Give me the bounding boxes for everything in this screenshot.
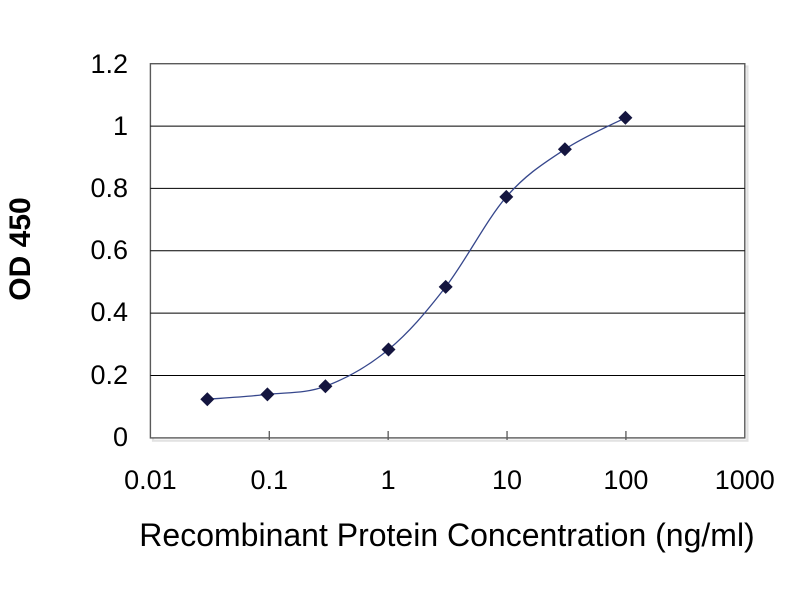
svg-text:1: 1	[113, 111, 128, 141]
svg-text:0.6: 0.6	[90, 235, 128, 265]
svg-text:1000: 1000	[715, 465, 775, 495]
svg-text:0.2: 0.2	[90, 360, 128, 390]
svg-text:OD 450: OD 450	[4, 197, 37, 300]
svg-text:0: 0	[113, 422, 128, 452]
svg-text:0.01: 0.01	[124, 465, 177, 495]
svg-text:100: 100	[603, 465, 648, 495]
svg-text:0.4: 0.4	[90, 297, 128, 327]
svg-text:0.8: 0.8	[90, 173, 128, 203]
svg-text:Recombinant Protein Concentrat: Recombinant Protein Concentration (ng/ml…	[139, 517, 754, 553]
svg-text:1: 1	[381, 465, 396, 495]
svg-text:10: 10	[492, 465, 522, 495]
svg-text:0.1: 0.1	[251, 465, 289, 495]
svg-text:1.2: 1.2	[90, 49, 128, 79]
